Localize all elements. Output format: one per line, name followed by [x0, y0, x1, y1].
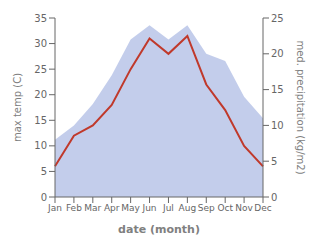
- svg-text:Aug: Aug: [179, 203, 197, 213]
- svg-text:35: 35: [34, 13, 47, 24]
- svg-text:15: 15: [271, 84, 284, 95]
- svg-text:Oct: Oct: [217, 203, 233, 213]
- svg-text:10: 10: [34, 140, 47, 151]
- svg-text:Sep: Sep: [198, 203, 215, 213]
- svg-text:0: 0: [271, 192, 277, 203]
- svg-text:0: 0: [41, 192, 47, 203]
- svg-text:med. precipitation (kg/m2): med. precipitation (kg/m2): [295, 40, 306, 174]
- svg-text:Mar: Mar: [84, 203, 101, 213]
- svg-text:Jan: Jan: [47, 203, 62, 213]
- svg-text:10: 10: [271, 120, 284, 131]
- svg-text:30: 30: [34, 38, 47, 49]
- svg-text:max temp (C): max temp (C): [12, 73, 23, 142]
- svg-text:date (month): date (month): [118, 223, 200, 236]
- svg-text:Apr: Apr: [104, 203, 120, 213]
- svg-text:20: 20: [271, 48, 284, 59]
- svg-text:Jun: Jun: [142, 203, 157, 213]
- svg-text:20: 20: [34, 89, 47, 100]
- svg-text:May: May: [121, 203, 140, 213]
- svg-text:5: 5: [41, 166, 47, 177]
- svg-text:15: 15: [34, 115, 47, 126]
- svg-text:Dec: Dec: [254, 203, 271, 213]
- svg-text:25: 25: [34, 64, 47, 75]
- svg-text:Nov: Nov: [235, 203, 253, 213]
- svg-text:25: 25: [271, 13, 284, 24]
- svg-text:5: 5: [271, 156, 277, 167]
- svg-text:Jul: Jul: [162, 203, 174, 213]
- svg-text:Feb: Feb: [66, 203, 82, 213]
